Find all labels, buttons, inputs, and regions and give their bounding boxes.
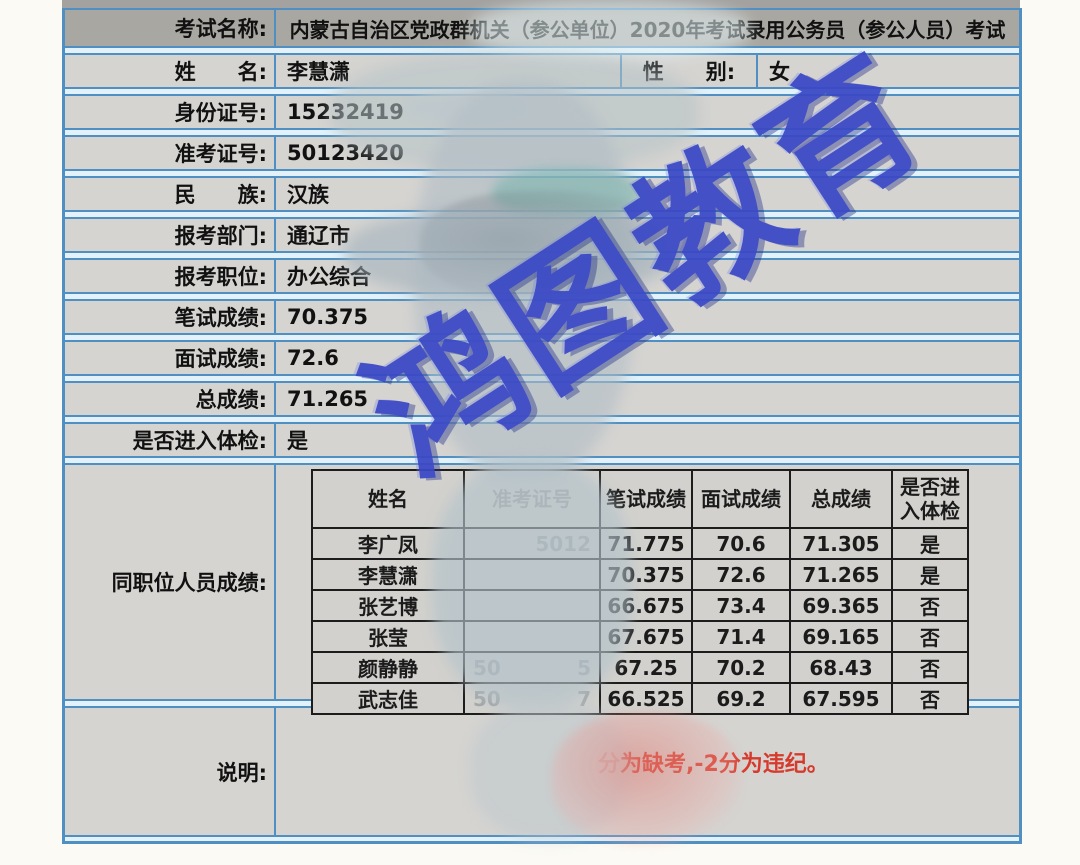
peer-total: 71.265 [789,558,893,591]
id-label: 身份证号: [174,101,267,125]
interview-label: 面试成绩: [174,347,267,371]
table-row: 李慧潇 70.375 72.6 71.265 是 [311,558,969,591]
total-label: 总成绩: [195,388,267,412]
position-label: 报考职位: [174,265,267,289]
row-id-number: 身份证号: 15232419 [65,94,1019,130]
score-form-table: 考试名称: 内蒙古自治区党政群机关（参公单位）2020年考试录用公务员（参公人员… [62,8,1022,844]
peer-written: 67.25 [599,651,693,684]
peer-total: 68.43 [789,651,893,684]
row-peer-scores: 同职位人员成绩: 姓名 准考证号 笔试成绩 面试成绩 总成绩 是否进入体检 [65,463,1019,715]
peer-name: 张莹 [311,620,465,653]
peer-written: 67.675 [599,620,693,653]
written-value: 70.375 [274,301,1019,333]
total-value: 71.265 [274,383,1019,415]
row-ethnicity: 民 族: 汉族 [65,176,1019,212]
table-row: 张莹 67.675 71.4 69.165 否 [311,620,969,653]
name-label: 姓 名: [174,60,267,84]
ticket-value: 50123420 [274,137,1019,169]
peer-header-interview: 面试成绩 [691,469,791,529]
peer-ticket: 5012 [463,527,601,560]
peer-interview: 70.6 [691,527,791,560]
row-interview-score: 面试成绩: 72.6 [65,340,1019,376]
peer-interview: 71.4 [691,620,791,653]
position-value: 办公综合 [274,260,1019,292]
medical-value: 是 [274,424,1019,456]
peer-header-row: 姓名 准考证号 笔试成绩 面试成绩 总成绩 是否进入体检 [311,469,969,529]
row-department: 报考部门: 通辽市 [65,217,1019,253]
dept-label: 报考部门: [174,224,267,248]
peer-medical: 是 [891,558,969,591]
name-value: 李慧潇 [274,55,620,87]
table-row: 张艺博 66.675 73.4 69.365 否 [311,589,969,622]
peer-header-name: 姓名 [311,469,465,529]
peer-medical: 否 [891,620,969,653]
peer-written: 66.675 [599,589,693,622]
peer-interview: 72.6 [691,558,791,591]
peer-header-total: 总成绩 [789,469,893,529]
peer-name: 颜静静 [311,651,465,684]
peer-name: 张艺博 [311,589,465,622]
table-row: 颜静静 50 5 67.25 70.2 68.43 否 [311,651,969,684]
dept-value: 通辽市 [274,219,1019,251]
peer-ticket [463,589,601,622]
exam-name-label: 考试名称: [174,17,267,41]
peers-value-cell: 姓名 准考证号 笔试成绩 面试成绩 总成绩 是否进入体检 李广凤 5012 71… [274,465,1019,715]
peer-ticket [463,558,601,591]
note-value-cell: 分为缺考,-2分为违纪。 [274,708,1019,835]
row-written-score: 笔试成绩: 70.375 [65,299,1019,335]
peer-ticket [463,620,601,653]
row-total-score: 总成绩: 71.265 [65,381,1019,417]
ethnic-value: 汉族 [274,178,1019,210]
peer-total: 71.305 [789,527,893,560]
ticket-label: 准考证号: [174,142,267,166]
peer-medical: 是 [891,527,969,560]
peer-medical: 否 [891,682,969,715]
peer-interview: 69.2 [691,682,791,715]
row-ticket-number: 准考证号: 50123420 [65,135,1019,171]
gender-value: 女 [756,55,1019,87]
peer-header-medical: 是否进入体检 [891,469,969,529]
peer-score-table: 姓名 准考证号 笔试成绩 面试成绩 总成绩 是否进入体检 李广凤 5012 71… [311,469,969,715]
row-note: 说明: 分为缺考,-2分为违纪。 [65,706,1019,837]
row-exam-name: 考试名称: 内蒙古自治区党政群机关（参公单位）2020年考试录用公务员（参公人员… [65,8,1019,48]
peer-table-wrap: 姓名 准考证号 笔试成绩 面试成绩 总成绩 是否进入体检 李广凤 5012 71… [311,469,969,715]
note-label: 说明: [216,760,267,785]
peer-name: 李慧潇 [311,558,465,591]
peer-total: 69.165 [789,620,893,653]
table-row: 李广凤 5012 71.775 70.6 71.305 是 [311,527,969,560]
id-value: 15232419 [274,96,1019,128]
written-label: 笔试成绩: [174,306,267,330]
gender-label: 性 别: [620,55,756,87]
peer-interview: 70.2 [691,651,791,684]
peer-header-written: 笔试成绩 [599,469,693,529]
peer-medical: 否 [891,589,969,622]
row-name-gender: 姓 名: 李慧潇 性 别: 女 [65,53,1019,89]
row-position: 报考职位: 办公综合 [65,258,1019,294]
medical-label: 是否进入体检: [132,429,267,453]
peer-total: 67.595 [789,682,893,715]
note-red-text: 分为缺考,-2分为违纪。 [598,752,829,777]
peer-written: 71.775 [599,527,693,560]
note-faded-char: 分 [598,752,621,777]
row-medical-check: 是否进入体检: 是 [65,422,1019,458]
peer-medical: 否 [891,651,969,684]
peer-ticket: 50 5 [463,651,601,684]
interview-value: 72.6 [274,342,1019,374]
exam-name-value: 内蒙古自治区党政群机关（参公单位）2020年考试录用公务员（参公人员）考试 [274,10,1019,46]
peer-interview: 73.4 [691,589,791,622]
peers-label: 同职位人员成绩: [111,571,267,595]
peer-total: 69.365 [789,589,893,622]
peer-written: 70.375 [599,558,693,591]
peer-header-ticket: 准考证号 [463,469,601,529]
ethnic-label: 民 族: [174,183,267,207]
peer-name: 李广凤 [311,527,465,560]
